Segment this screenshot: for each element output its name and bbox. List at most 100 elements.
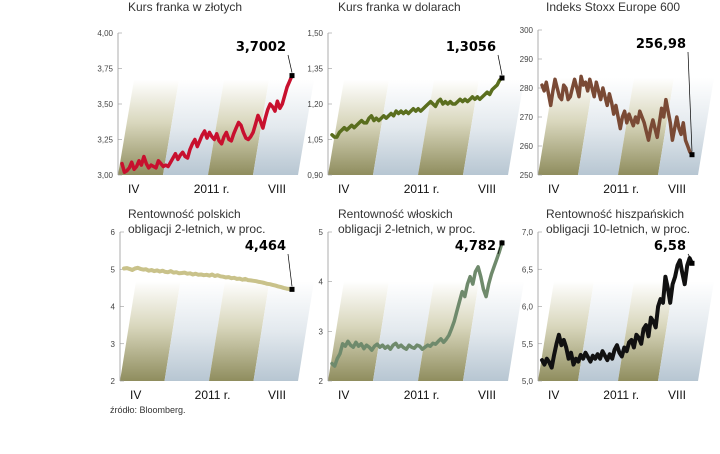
background-stripe xyxy=(328,281,389,381)
source-note: źródło: Bloomberg. xyxy=(110,405,186,415)
last-point-marker xyxy=(289,73,295,79)
panel-title-2: Kurs franka w dolarach xyxy=(338,0,461,14)
leader-line xyxy=(287,253,293,287)
last-point-marker xyxy=(499,240,505,246)
y-tick-label: 290 xyxy=(520,55,534,64)
panel-title-4: Rentowność polskich obligacji 2-letnich,… xyxy=(128,207,266,236)
y-tick-label: 3 xyxy=(111,340,116,349)
background-stripe xyxy=(164,281,225,381)
y-tick-label: 1,05 xyxy=(307,136,323,145)
background-stripe xyxy=(658,281,714,381)
y-tick-label: 300 xyxy=(520,26,534,35)
x-tick-label: 2011 r. xyxy=(195,388,231,402)
background-stripe xyxy=(253,79,314,175)
last-point-marker xyxy=(289,286,295,292)
x-tick-label: IV xyxy=(338,182,349,196)
y-tick-label: 6,0 xyxy=(522,303,534,312)
x-tick-label: VIII xyxy=(268,182,286,196)
y-tick-label: 270 xyxy=(520,113,534,122)
panel-title-1: Kurs franka w złotych xyxy=(128,0,243,14)
y-tick-label: 260 xyxy=(520,142,534,151)
background-stripe xyxy=(658,77,714,175)
panel-title-6: Rentowność hiszpańskich obligacji 10-let… xyxy=(546,207,691,236)
series-line xyxy=(330,241,504,368)
last-value-label: 4,782 xyxy=(455,239,496,254)
panel-title-5: Rentowność włoskich obligacji 2-letnich,… xyxy=(338,207,476,236)
background-stripe xyxy=(578,77,634,175)
series-line xyxy=(540,256,694,370)
last-value-label: 6,58 xyxy=(654,239,686,254)
x-tick-label: VIII xyxy=(478,182,496,196)
x-tick-label: IV xyxy=(128,182,139,196)
chart-panel-2: 1,50 1,35 1,20 1,05 0,90 IV 2011 r. VIII 1,3056 xyxy=(307,29,524,196)
leader-line xyxy=(687,51,693,152)
x-tick-label: IV xyxy=(338,388,349,402)
last-value-label: 4,464 xyxy=(245,239,286,254)
last-value-label: 3,7002 xyxy=(236,40,286,55)
background-stripe xyxy=(253,281,314,381)
background-stripe xyxy=(120,281,181,381)
x-tick-label: VIII xyxy=(268,388,286,402)
y-tick-label: 250 xyxy=(520,171,534,180)
x-tick-label: VIII xyxy=(668,182,686,196)
x-tick-label: IV xyxy=(548,182,559,196)
background-stripe xyxy=(208,79,269,175)
last-value-label: 1,3056 xyxy=(446,40,496,55)
chart-panel-3: 300 290 280 270 260 250 IV 2011 r. VIII 256,98 xyxy=(520,26,714,196)
last-point-marker xyxy=(689,152,695,158)
y-tick-label: 3,50 xyxy=(97,100,113,109)
y-tick-label: 4,00 xyxy=(97,29,113,38)
y-tick-label: 3,75 xyxy=(97,65,113,74)
background-stripe xyxy=(209,281,270,381)
chart-panel-1: 4,00 3,75 3,50 3,25 3,00 IV 2011 r. VIII 3,7002 xyxy=(97,29,314,196)
y-tick-label: 1,20 xyxy=(307,100,323,109)
y-tick-label: 4 xyxy=(111,303,116,312)
background-stripe xyxy=(163,79,224,175)
y-tick-label: 1,35 xyxy=(307,65,323,74)
y-tick-label: 0,90 xyxy=(307,171,323,180)
last-value-label: 256,98 xyxy=(636,37,686,52)
y-tick-label: 3 xyxy=(319,327,324,336)
leader-line xyxy=(287,54,293,73)
x-tick-label: IV xyxy=(130,388,141,402)
chart-panel-4: 6 5 4 3 2 IV 2011 r. VIII 4,464 xyxy=(111,228,314,402)
series-line xyxy=(330,76,504,139)
y-tick-label: 2 xyxy=(319,377,324,386)
y-tick-label: 5,0 xyxy=(522,377,534,386)
series-line xyxy=(122,265,294,292)
y-tick-label: 5 xyxy=(111,265,116,274)
y-tick-label: 6 xyxy=(111,228,116,237)
x-tick-label: 2011 r. xyxy=(194,182,230,196)
x-tick-label: 2011 r. xyxy=(404,388,440,402)
y-tick-label: 4 xyxy=(319,278,324,287)
leader-line xyxy=(497,239,503,255)
background-stripe xyxy=(373,281,434,381)
background-stripe xyxy=(463,79,524,175)
x-tick-label: 2011 r. xyxy=(404,182,440,196)
y-tick-label: 1,50 xyxy=(307,29,323,38)
series-line xyxy=(540,74,694,157)
x-tick-label: IV xyxy=(548,388,559,402)
y-tick-label: 280 xyxy=(520,84,534,93)
last-point-marker xyxy=(689,260,695,266)
series-line xyxy=(120,73,294,174)
y-tick-label: 3,25 xyxy=(97,136,113,145)
chart-panel-6: 7,0 6,5 6,0 5,5 5,0 IV 2011 r. VIII 6,58 xyxy=(522,228,714,402)
x-tick-label: VIII xyxy=(478,388,496,402)
y-tick-label: 5 xyxy=(319,228,324,237)
y-tick-label: 6,5 xyxy=(522,265,534,274)
leader-line xyxy=(687,253,693,261)
y-tick-label: 7,0 xyxy=(522,228,534,237)
background-stripe xyxy=(463,281,524,381)
y-tick-label: 5,5 xyxy=(522,340,534,349)
x-tick-label: 2011 r. xyxy=(603,182,639,196)
last-point-marker xyxy=(499,75,505,81)
x-tick-label: 2011 r. xyxy=(603,388,639,402)
background-stripe xyxy=(328,79,389,175)
y-tick-label: 3,00 xyxy=(97,171,113,180)
background-stripe xyxy=(118,79,179,175)
chart-panel-5: 5 4 3 2 IV 2011 r. VIII 4,782 xyxy=(319,228,524,402)
y-tick-label: 2 xyxy=(111,377,116,386)
background-stripe xyxy=(373,79,434,175)
